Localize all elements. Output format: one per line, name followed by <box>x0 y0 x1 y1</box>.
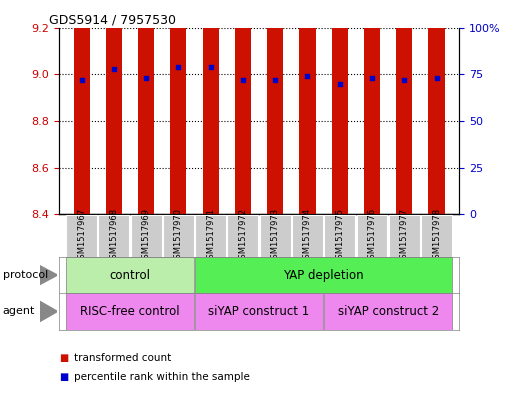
Point <box>239 77 247 83</box>
Bar <box>195 293 323 330</box>
Bar <box>170 0 186 214</box>
Text: GSM1517974: GSM1517974 <box>303 208 312 264</box>
Polygon shape <box>40 301 57 322</box>
Text: ■: ■ <box>59 353 68 363</box>
Point <box>400 77 408 83</box>
Bar <box>324 293 452 330</box>
Text: GDS5914 / 7957530: GDS5914 / 7957530 <box>49 14 176 27</box>
Point <box>142 75 150 81</box>
Text: siYAP construct 1: siYAP construct 1 <box>208 305 310 318</box>
Bar <box>163 215 194 257</box>
Bar <box>364 0 380 214</box>
Bar <box>421 215 452 257</box>
Text: YAP depletion: YAP depletion <box>283 268 364 282</box>
Bar <box>235 0 251 214</box>
Text: GSM1517976: GSM1517976 <box>367 208 377 264</box>
Text: RISC-free control: RISC-free control <box>80 305 180 318</box>
Text: ■: ■ <box>59 372 68 382</box>
Bar <box>324 215 355 257</box>
Text: control: control <box>109 268 150 282</box>
Bar <box>267 0 283 214</box>
Text: GSM1517969: GSM1517969 <box>142 208 151 264</box>
Text: GSM1517977: GSM1517977 <box>400 208 409 264</box>
Bar <box>357 215 387 257</box>
Bar <box>195 257 452 293</box>
Bar <box>131 215 162 257</box>
Bar <box>260 215 291 257</box>
Bar <box>66 215 97 257</box>
Text: percentile rank within the sample: percentile rank within the sample <box>74 372 250 382</box>
Bar <box>332 0 348 214</box>
Point <box>174 64 183 70</box>
Polygon shape <box>40 266 57 285</box>
Text: GSM1517973: GSM1517973 <box>271 208 280 264</box>
Text: GSM1517978: GSM1517978 <box>432 208 441 264</box>
Text: agent: agent <box>3 307 35 316</box>
Bar <box>66 257 194 293</box>
Point <box>432 75 441 81</box>
Text: GSM1517968: GSM1517968 <box>109 208 119 264</box>
Bar <box>292 215 323 257</box>
Bar <box>389 215 420 257</box>
Bar <box>98 215 129 257</box>
Bar <box>73 0 90 214</box>
Text: GSM1517971: GSM1517971 <box>206 208 215 264</box>
Text: siYAP construct 2: siYAP construct 2 <box>338 305 439 318</box>
Text: GSM1517972: GSM1517972 <box>239 208 247 264</box>
Bar <box>106 0 122 214</box>
Point <box>336 80 344 86</box>
Text: GSM1517975: GSM1517975 <box>335 208 344 264</box>
Text: GSM1517967: GSM1517967 <box>77 208 86 264</box>
Point <box>77 77 86 83</box>
Point <box>207 64 215 70</box>
Bar <box>227 215 259 257</box>
Text: GSM1517970: GSM1517970 <box>174 208 183 264</box>
Bar <box>66 293 194 330</box>
Point <box>303 73 311 79</box>
Bar <box>428 0 445 214</box>
Bar <box>195 215 226 257</box>
Point <box>271 77 279 83</box>
Bar <box>396 0 412 214</box>
Bar <box>300 0 315 214</box>
Point <box>110 65 118 72</box>
Bar <box>138 0 154 214</box>
Point <box>368 75 376 81</box>
Text: protocol: protocol <box>3 270 48 280</box>
Bar <box>203 0 219 214</box>
Text: transformed count: transformed count <box>74 353 172 363</box>
